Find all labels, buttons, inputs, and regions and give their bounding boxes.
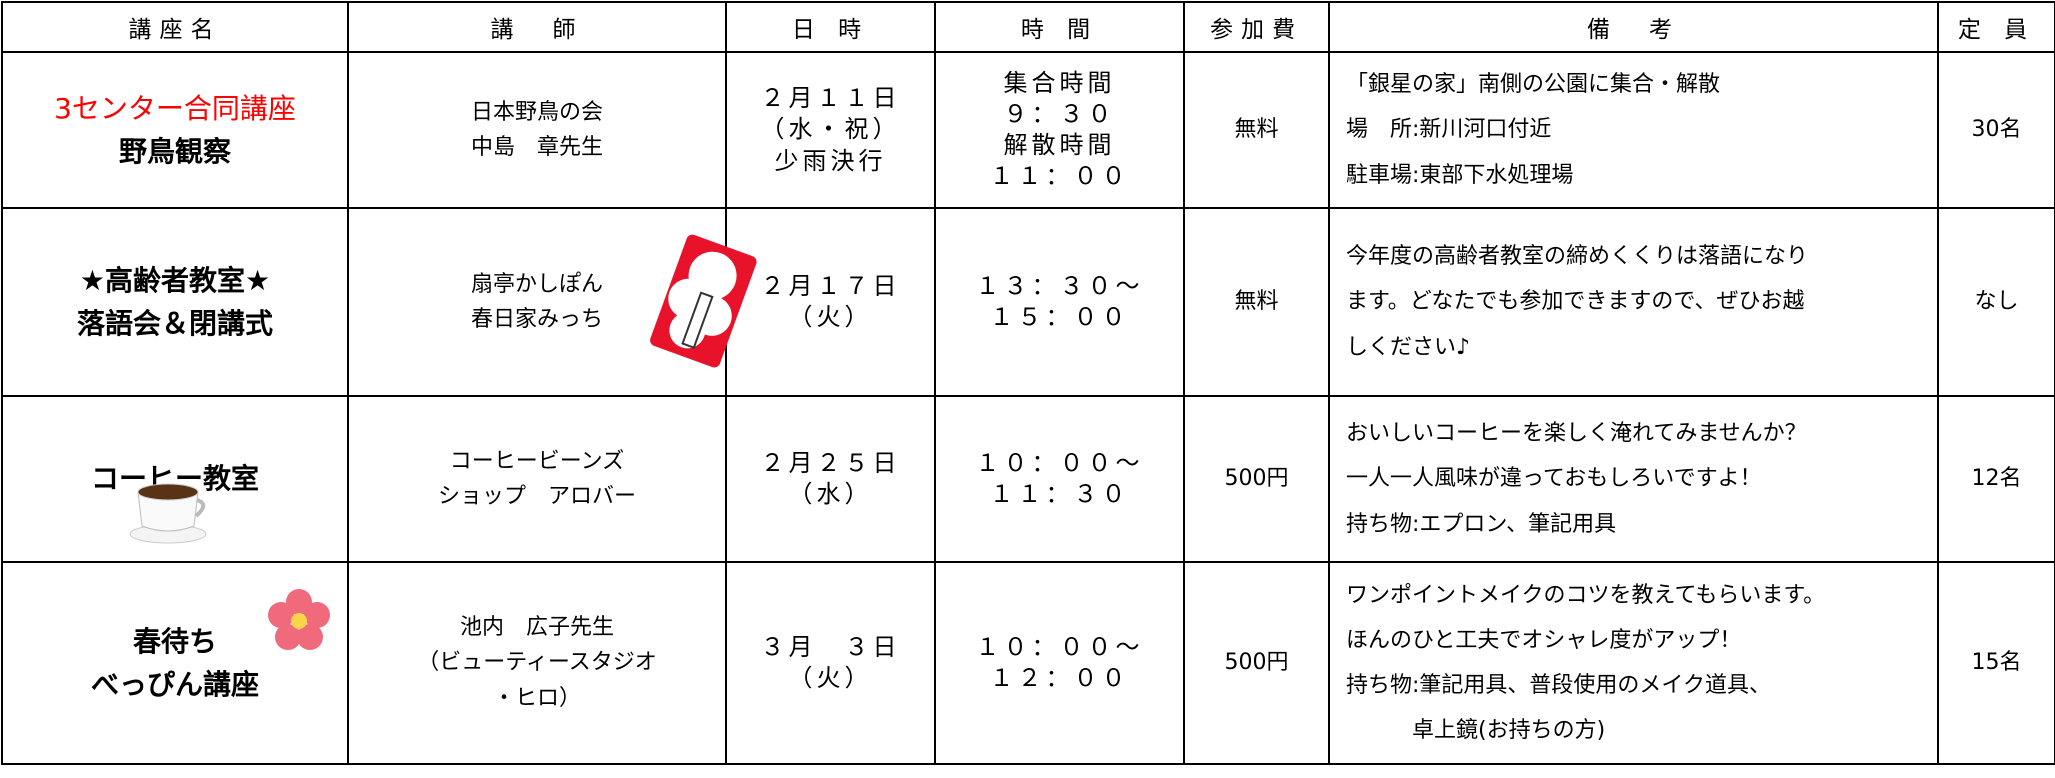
table-row: ★高齢者教室★ 落語会＆閉講式 扇亭かしぽん 春日家みっち ２月１７日 （火） １３：３０～… xyxy=(1,207,2055,397)
cell-line: 春待ち xyxy=(132,624,217,658)
table-cell: 春待ち べっぴん講座 xyxy=(1,561,349,765)
cell-line: 集合時間 xyxy=(1003,68,1116,97)
table-row: コーヒー教室 コーヒービーンズ ショップ アロバー ２月２５日 （水） １０：００～ １１：… xyxy=(1,395,2055,563)
header-cell: 講 師 xyxy=(347,1,727,53)
table-cell: 12名 xyxy=(1937,395,2055,563)
table-cell: １３：３０～ １５：００ xyxy=(934,207,1185,397)
cell-line: おいしいコーヒーを楽しく淹れてみませんか？ xyxy=(1346,421,1807,447)
header-cell: 定 員 xyxy=(1937,1,2055,53)
cell-line: １１：３０ xyxy=(989,480,1130,508)
cell-line: 野鳥観察 xyxy=(118,135,231,168)
table-cell: ２月２５日 （水） xyxy=(725,395,936,563)
cell-line: ・ヒロ） xyxy=(492,685,581,711)
cell-line: １２：００ xyxy=(989,664,1130,692)
table-row: 3センター合同講座 野鳥観察 日本野鳥の会 中島 章先生 ２月１１日 （水・祝） 少雨決行集… xyxy=(1,51,2055,209)
table-cell: ワンポイントメイクのコツを教えてもらいます。 ほんのひと工夫でオシャレ度がアップ！… xyxy=(1328,561,1939,765)
cell-line: 駐車場:東部下水処理場 xyxy=(1346,162,1574,188)
table-cell: ２月１７日 （火） xyxy=(725,207,936,397)
cell-line: 持ち物:エプロン、筆記用具 xyxy=(1346,511,1617,537)
table-cell: 無料 xyxy=(1183,51,1330,209)
cell-line: 春日家みっち xyxy=(470,307,603,332)
cell-line: 無料 xyxy=(1234,289,1279,315)
cell-line: ★高齢者教室★ xyxy=(79,263,271,297)
header-cell: 備 考 xyxy=(1328,1,1939,53)
cell-line: （ビューティースタジオ xyxy=(417,650,657,676)
cell-line: 日本野鳥の会 xyxy=(470,99,603,125)
cell-line: １３：３０～ xyxy=(975,271,1144,300)
cell-line: １０：００～ xyxy=(975,632,1144,661)
cell-line: 15名 xyxy=(1971,650,2022,676)
cell-line: 今年度の高齢者教室の締めくくりは落語になり xyxy=(1346,244,1809,270)
table-cell: 「銀星の家」南側の公園に集合・解散場 所:新川河口付近 駐車場:東部下水処理場 xyxy=(1328,51,1939,209)
cell-line: コーヒービーンズ xyxy=(449,448,625,474)
cell-line: 無料 xyxy=(1234,117,1279,143)
header-cell: 日 時 xyxy=(725,1,936,53)
cell-line: ２月１１日 xyxy=(760,84,901,113)
cell-line: 扇亭かしぽん xyxy=(470,271,603,297)
header-row: 講座名講 師日 時時 間参加費備 考定 員 xyxy=(1,1,2055,53)
table-cell: １０：００～ １１：３０ xyxy=(934,395,1185,563)
cell-line: ３月 ３日 xyxy=(760,632,901,661)
cell-line: 少雨決行 xyxy=(774,146,887,175)
cell-line: １５：００ xyxy=(989,303,1130,331)
cell-line: ほんのひと工夫でオシャレ度がアップ！ xyxy=(1346,627,1742,653)
coffee-cup-icon xyxy=(129,483,207,544)
table-cell: 3センター合同講座 野鳥観察 xyxy=(1,51,349,209)
cell-line: １１：００ xyxy=(989,162,1130,191)
cell-line: 3センター合同講座 xyxy=(54,91,296,125)
table-cell: 今年度の高齢者教室の締めくくりは落語になり ます。どなたでも参加できますので、ぜひ… xyxy=(1328,207,1939,397)
cell-line: 解散時間 xyxy=(1003,131,1116,159)
cell-line: 30名 xyxy=(1971,117,2022,143)
table-cell: おいしいコーヒーを楽しく淹れてみませんか？ 一人一人風味が違っておもしろいですよ！… xyxy=(1328,395,1939,563)
header-cell: 講座名 xyxy=(1,1,349,53)
cell-line: 池内 広子先生 xyxy=(459,615,614,641)
table-cell: ★高齢者教室★ 落語会＆閉講式 xyxy=(1,207,349,397)
cell-line: しください♪ xyxy=(1346,334,1471,360)
table-cell: 池内 広子先生 （ビューティースタジオ ・ヒロ） xyxy=(347,561,727,765)
cell-line: 持ち物:筆記用具、普段使用のメイク道具、 xyxy=(1346,673,1771,698)
cell-line: ます。どなたでも参加できますので、ぜひお越 xyxy=(1346,289,1805,315)
header-cell: 参加費 xyxy=(1183,1,1330,53)
cell-line: 500円 xyxy=(1224,466,1289,492)
cell-line: 12名 xyxy=(1971,466,2022,492)
table-cell: ３月 ３日 （火） xyxy=(725,561,936,765)
cell-line: ワンポイントメイクのコツを教えてもらいます。 xyxy=(1346,582,1826,608)
cell-line: ２月１７日 xyxy=(760,271,901,300)
table-cell: 30名 xyxy=(1937,51,2055,209)
table-cell: 日本野鳥の会 中島 章先生 xyxy=(347,51,727,209)
table-cell: なし xyxy=(1937,207,2055,397)
rakugo-card-icon xyxy=(650,234,757,368)
cell-line: 場 所:新川河口付近 xyxy=(1346,117,1552,143)
cell-line: （火） xyxy=(788,303,873,331)
table-body: 3センター合同講座 野鳥観察 日本野鳥の会 中島 章先生 ２月１１日 （水・祝） 少雨決行集… xyxy=(1,51,2055,765)
cell-line: 「銀星の家」南側の公園に集合・解散 xyxy=(1346,72,1721,98)
table-cell: 集合時間 ９：３０ 解散時間 １１：００ xyxy=(934,51,1185,209)
cell-line: ショップ アロバー xyxy=(437,484,636,509)
table-cell: １０：００～ １２：００ xyxy=(934,561,1185,765)
cell-line: 落語会＆閉講式 xyxy=(76,307,273,340)
cell-line: ２月２５日 xyxy=(760,448,901,477)
cell-line: 中島 章先生 xyxy=(470,135,603,160)
table-cell: 500円 xyxy=(1183,395,1330,563)
header-cell: 時 間 xyxy=(934,1,1185,53)
cell-line: べっぴん講座 xyxy=(90,668,259,701)
table-cell: 15名 xyxy=(1937,561,2055,765)
plum-flower-icon xyxy=(268,589,330,650)
cell-line: 一人一人風味が違っておもしろいですよ！ xyxy=(1346,466,1762,492)
table-cell: ２月１１日 （水・祝） 少雨決行 xyxy=(725,51,936,209)
cell-line: なし xyxy=(1974,289,2019,315)
cell-line: （水・祝） xyxy=(760,115,901,144)
table-cell: コーヒービーンズ ショップ アロバー xyxy=(347,395,727,563)
table-row: 春待ちべっぴん講座 池内 広子先生 （ビューティースタジオ ・ヒロ） ３月 ３日 （火） １… xyxy=(1,561,2055,765)
cell-line: ９：３０ xyxy=(1003,99,1116,128)
cell-line: 500円 xyxy=(1224,650,1289,676)
table-cell: 無料 xyxy=(1183,207,1330,397)
cell-line: （水） xyxy=(788,480,873,508)
cell-line: １０：００～ xyxy=(975,448,1144,477)
cell-line: 卓上鏡(お持ちの方) xyxy=(1346,718,1606,744)
cell-line: （火） xyxy=(788,664,873,692)
table-cell: 500円 xyxy=(1183,561,1330,765)
